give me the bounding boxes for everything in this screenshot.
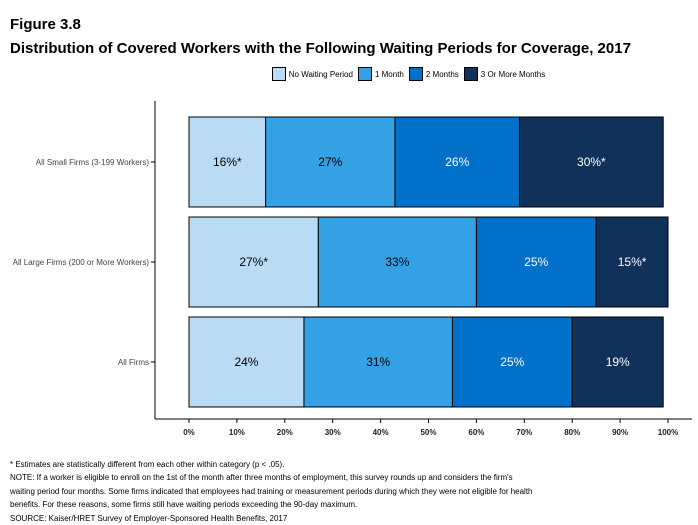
x-tick-label: 30% bbox=[325, 428, 341, 437]
data-label: 25% bbox=[500, 355, 524, 369]
note-significance: * Estimates are statistically different … bbox=[10, 460, 285, 469]
data-label: 15%* bbox=[618, 255, 647, 269]
chart-notes: * Estimates are statistically different … bbox=[10, 458, 690, 525]
bar-segment-1-month bbox=[317, 216, 477, 308]
legend-label: No Waiting Period bbox=[288, 69, 353, 79]
bar-segment-3-or-more-months bbox=[519, 116, 664, 208]
x-tick-label: 40% bbox=[373, 428, 389, 437]
note-line-1: NOTE: If a worker is eligible to enroll … bbox=[10, 473, 513, 483]
legend-swatch bbox=[357, 67, 372, 81]
data-label: 26% bbox=[445, 155, 469, 169]
source-note: SOURCE: Kaiser/HRET Survey of Employer-S… bbox=[10, 513, 288, 523]
chart-title: Distribution of Covered Workers with the… bbox=[10, 40, 631, 57]
bar-segment-2-months bbox=[475, 216, 597, 308]
figure-label: Figure 3.8 bbox=[10, 16, 81, 33]
category-label: All Firms bbox=[118, 358, 149, 367]
data-label: 16%* bbox=[213, 155, 242, 169]
x-tick-label: 90% bbox=[612, 428, 628, 437]
legend-label: 1 Month bbox=[374, 69, 404, 79]
x-tick-label: 100% bbox=[658, 428, 678, 437]
x-tick-label: 60% bbox=[468, 428, 484, 437]
category-label: All Small Firms (3-199 Workers) bbox=[36, 158, 150, 167]
data-label: 27% bbox=[318, 155, 342, 169]
note-line-3: benefits. For these reasons, some firms … bbox=[10, 500, 358, 510]
x-tick-label: 70% bbox=[516, 428, 532, 437]
x-tick-label: 10% bbox=[229, 428, 245, 437]
bar-segment-no-waiting-period bbox=[188, 216, 319, 308]
legend-label: 3 Or More Months bbox=[480, 69, 546, 79]
data-label: 19% bbox=[606, 355, 630, 369]
data-label: 33% bbox=[385, 255, 409, 269]
data-label: 24% bbox=[234, 355, 258, 369]
category-label: All Large Firms (200 or More Workers) bbox=[13, 258, 150, 267]
data-label: 31% bbox=[366, 355, 390, 369]
bar-segment-3-or-more-months bbox=[595, 216, 669, 308]
data-label: 27%* bbox=[239, 255, 268, 269]
bar-segment-3-or-more-months bbox=[571, 316, 664, 408]
x-tick-label: 0% bbox=[183, 428, 195, 437]
x-tick-label: 50% bbox=[420, 428, 436, 437]
legend-label: 2 Months bbox=[425, 69, 459, 79]
note-line-2: waiting period four months. Some firms i… bbox=[10, 486, 533, 496]
bar-segment-no-waiting-period bbox=[188, 316, 305, 408]
legend-swatch bbox=[271, 67, 286, 81]
bar-segment-1-month bbox=[265, 116, 396, 208]
legend-item-1-month: 1 Month bbox=[357, 67, 404, 81]
legend-swatch bbox=[408, 67, 423, 81]
legend-item-2-months: 2 Months bbox=[408, 67, 459, 81]
legend-item-3-or-more-months: 3 Or More Months bbox=[463, 67, 546, 81]
data-label: 25% bbox=[524, 255, 548, 269]
data-label: 30%* bbox=[577, 155, 606, 169]
bar-segment-no-waiting-period bbox=[188, 116, 267, 208]
x-tick-label: 80% bbox=[564, 428, 580, 437]
bar-segment-2-months bbox=[394, 116, 521, 208]
bar-segment-1-month bbox=[303, 316, 453, 408]
x-tick-label: 20% bbox=[277, 428, 293, 437]
chart-legend: No Waiting Period 1 Month 2 Months 3 Or Mor… bbox=[0, 67, 698, 81]
legend-swatch bbox=[463, 67, 478, 81]
legend-item-no-waiting-period: No Waiting Period bbox=[271, 67, 353, 81]
bar-segment-2-months bbox=[451, 316, 573, 408]
